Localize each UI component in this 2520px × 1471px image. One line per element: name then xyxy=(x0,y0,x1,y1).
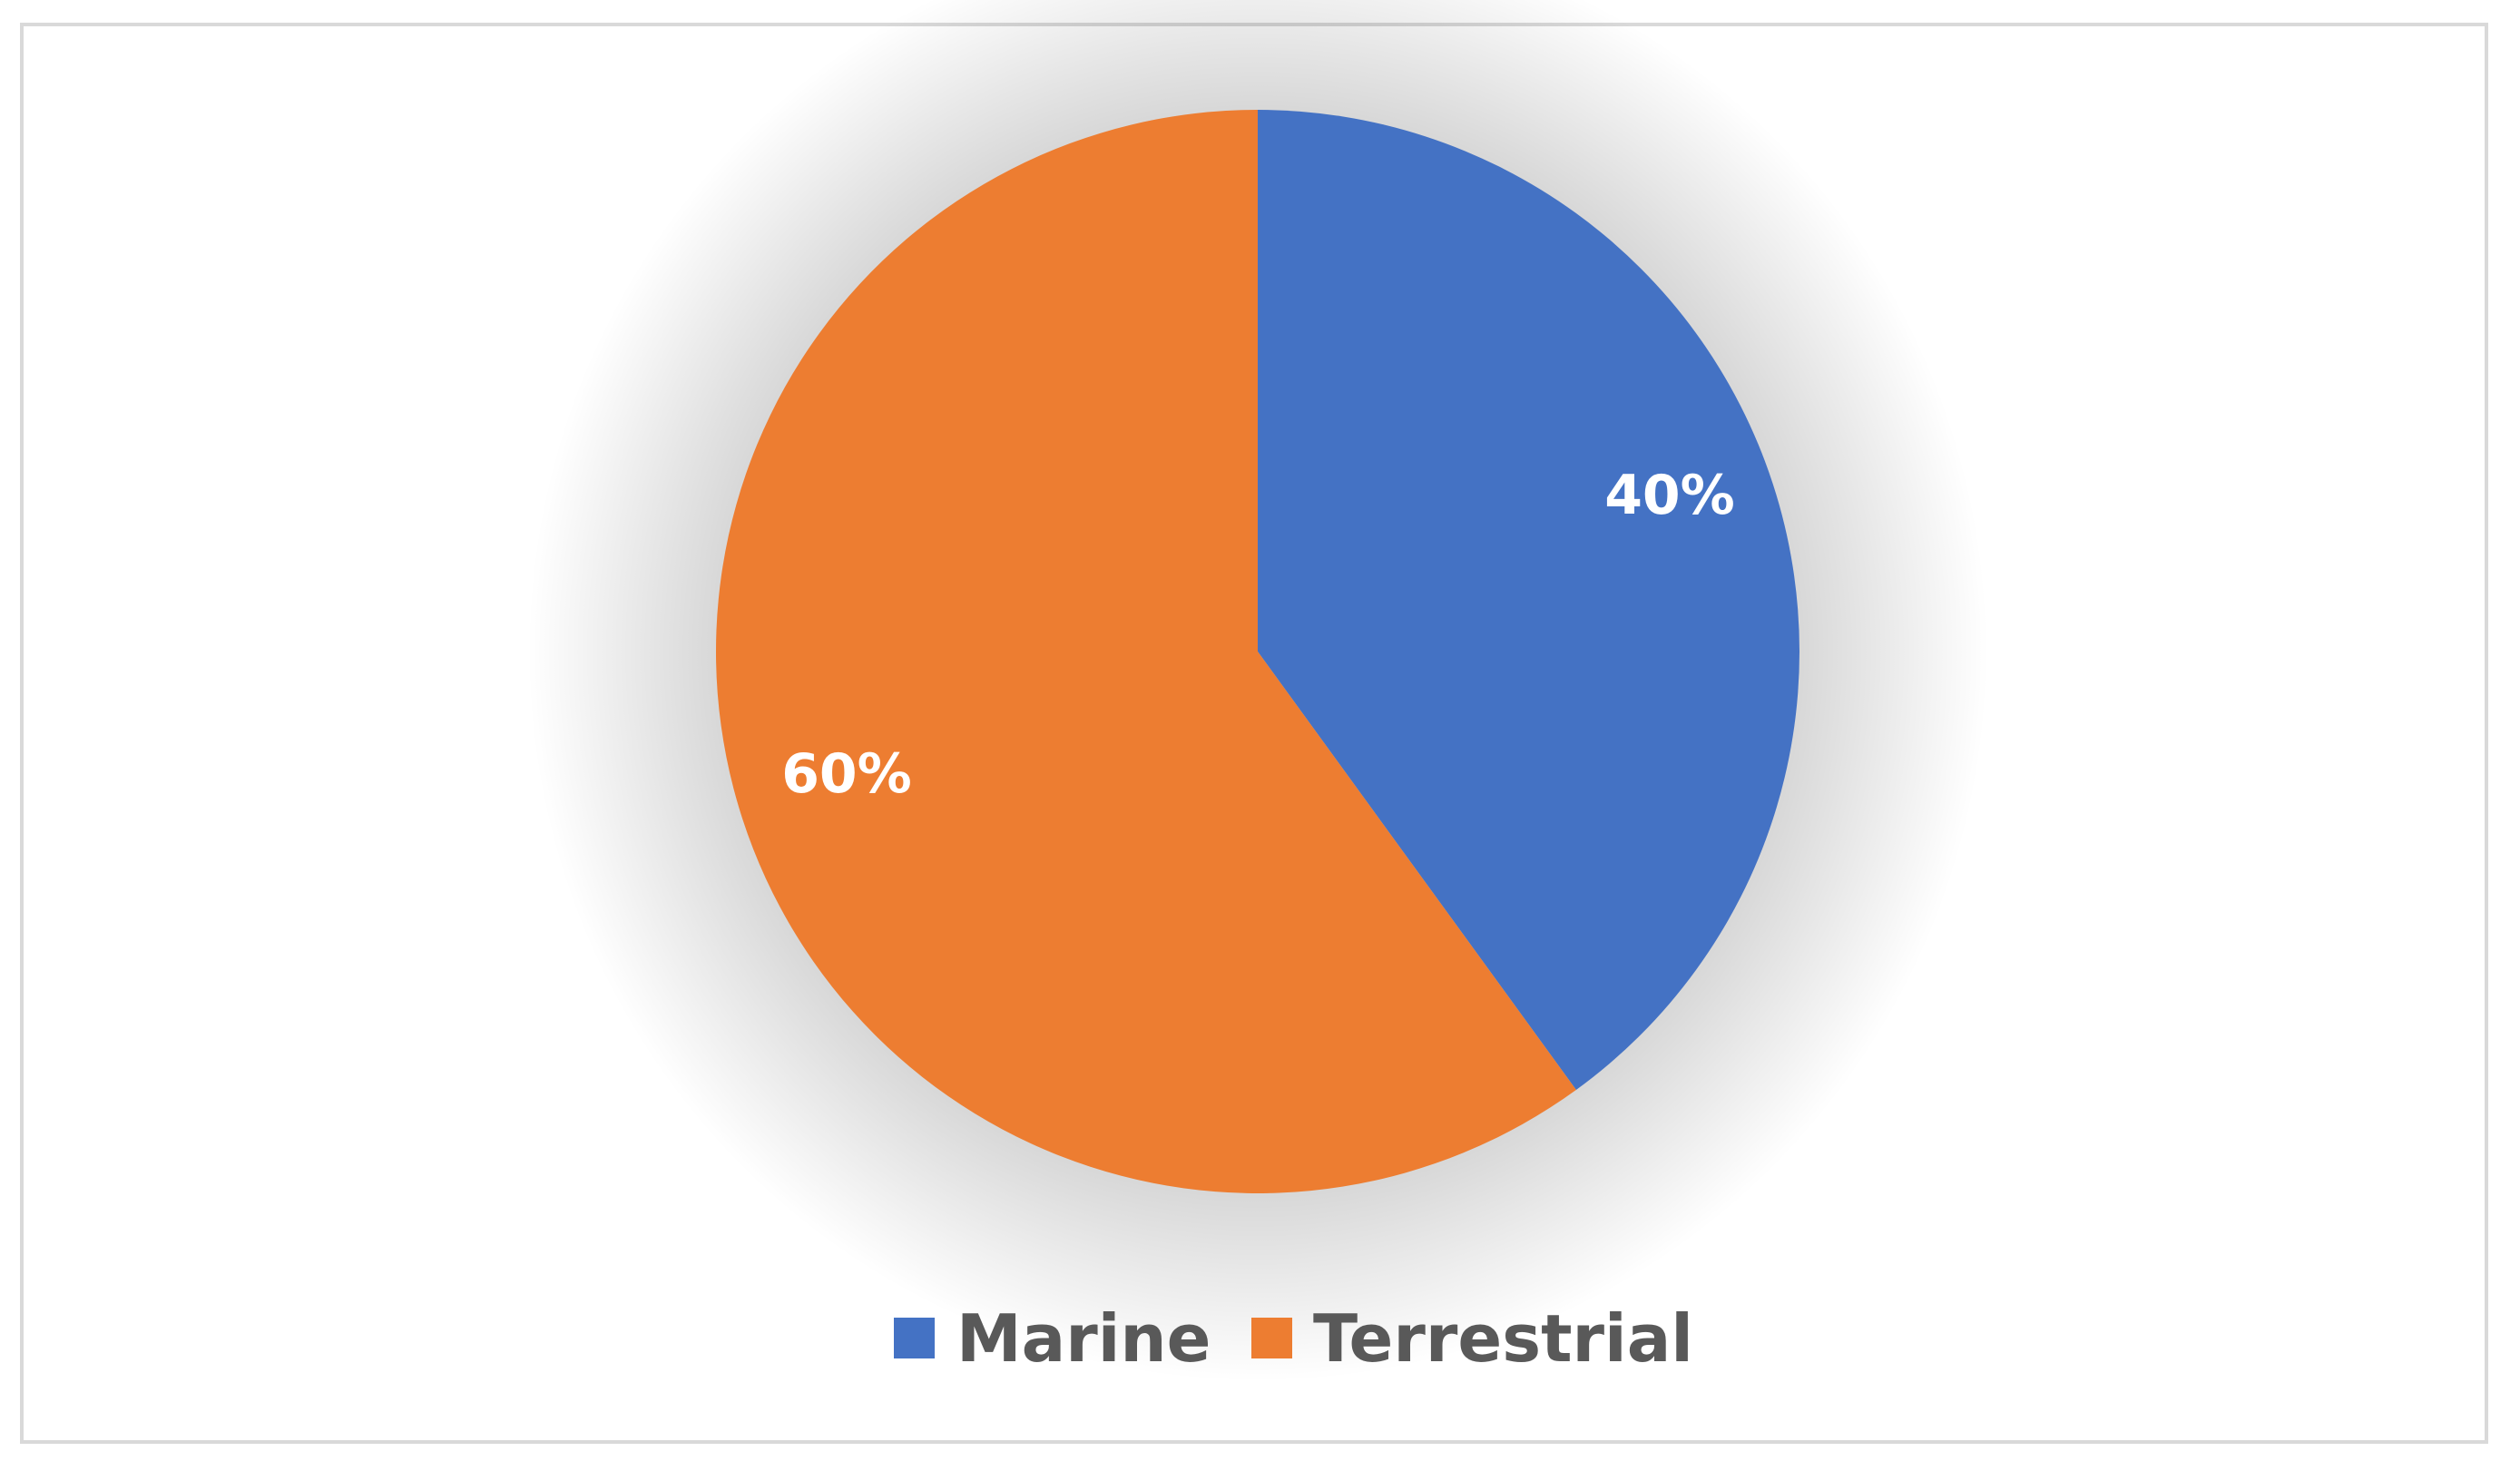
legend-swatch-marine xyxy=(894,1318,935,1358)
pie-slices xyxy=(715,110,1799,1193)
pie-data-labels: 40% 60% xyxy=(781,464,1735,806)
pie-slice-marine xyxy=(1258,110,1799,1090)
pie-slice-terrestrial xyxy=(715,110,1576,1193)
legend: Marine Terrestrial xyxy=(894,1300,1693,1377)
legend-item-marine: Marine xyxy=(894,1300,1211,1377)
data-label-terrestrial: 60% xyxy=(781,742,912,806)
legend-label-marine: Marine xyxy=(956,1300,1211,1377)
legend-item-terrestrial: Terrestrial xyxy=(1251,1300,1693,1377)
legend-swatch-terrestrial xyxy=(1251,1318,1292,1358)
legend-label-terrestrial: Terrestrial xyxy=(1313,1300,1693,1377)
data-label-marine: 40% xyxy=(1604,464,1735,527)
